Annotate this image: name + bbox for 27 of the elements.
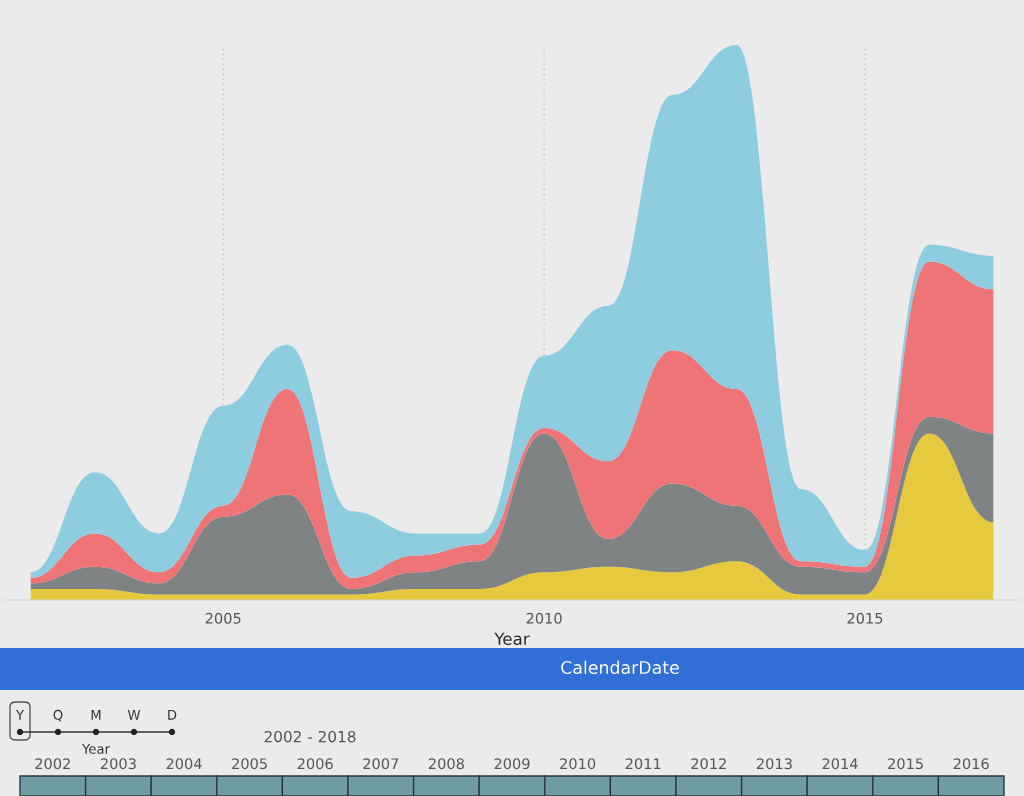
text: 2003 xyxy=(100,758,136,770)
text: 2011 xyxy=(625,758,661,770)
text: 2010 xyxy=(560,758,596,770)
text: 2012 xyxy=(691,758,726,770)
x-axis-title: Year xyxy=(494,632,530,646)
text: 2002 xyxy=(35,758,70,770)
text: 2014 xyxy=(822,758,858,770)
text: Q xyxy=(53,709,63,722)
text: 2013 xyxy=(756,758,792,770)
text: 2006 xyxy=(297,758,333,770)
text: Y xyxy=(15,710,25,720)
text: 2004 xyxy=(166,758,202,770)
text: 2002 - 2018 xyxy=(264,730,356,743)
text: 2007 xyxy=(363,758,399,770)
text: D xyxy=(168,710,177,720)
text: 2005 xyxy=(232,758,267,770)
x-tick-label: 2010 xyxy=(526,612,562,624)
text: 2016 xyxy=(953,758,989,770)
text: M xyxy=(91,710,101,720)
text: W xyxy=(127,710,141,720)
x-tick-label: 2015 xyxy=(847,612,883,624)
text: CalendarDate xyxy=(561,660,679,675)
text: 2015 xyxy=(888,758,923,770)
text: 2009 xyxy=(494,758,530,770)
text: 2008 xyxy=(428,758,464,770)
text: Year xyxy=(82,744,110,754)
x-tick-label: 2005 xyxy=(205,612,241,624)
